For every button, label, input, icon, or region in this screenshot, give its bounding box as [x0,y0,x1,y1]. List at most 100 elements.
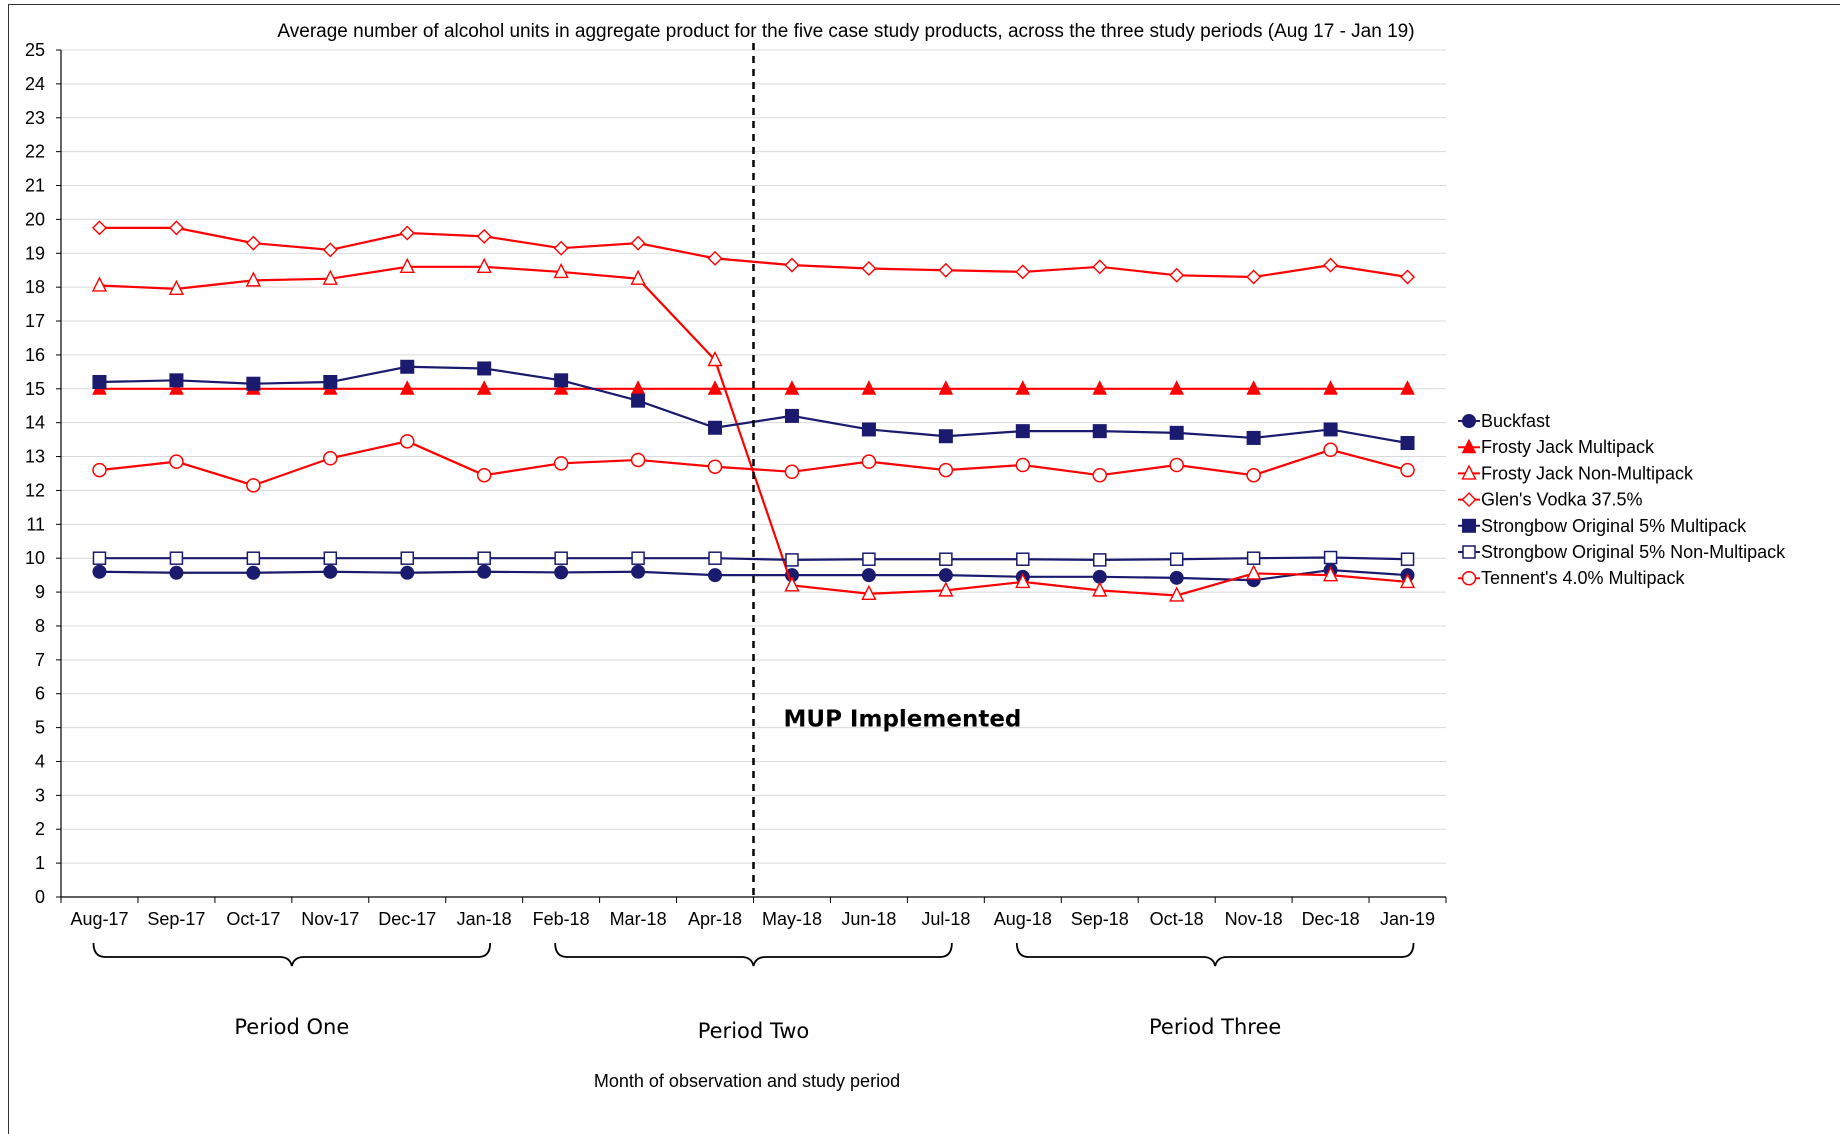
data-point [1246,564,1262,580]
y-tick-label: 22 [25,142,45,162]
data-point [1246,551,1261,565]
x-tick-label: Aug-18 [994,909,1052,929]
data-point [400,359,415,374]
data-point [1399,572,1416,589]
data-point [1016,552,1030,566]
period-braces: Period One Period Two Period Three [92,942,1415,1043]
data-point [1400,269,1416,285]
legend-marker [1461,438,1477,454]
frame-top-border [8,4,1840,5]
data-point [92,564,107,579]
data-point [1400,462,1415,478]
data-point [400,565,415,580]
y-tick-label: 1 [35,853,45,873]
x-tick-label: Nov-18 [1225,909,1283,929]
data-point [553,240,569,256]
data-point [477,551,491,565]
data-point [169,380,184,395]
period-label: Period Three [1149,1015,1281,1039]
data-point [938,568,953,583]
y-tick-label: 19 [25,243,45,263]
data-point [91,276,108,292]
y-tick-label: 20 [25,209,45,229]
y-tick-label: 7 [35,650,45,670]
data-point [938,581,954,597]
data-point [861,568,876,583]
legend-item: Buckfast [1458,411,1550,431]
data-point [553,380,569,395]
y-tick-label: 23 [25,108,45,128]
data-point [1092,467,1107,483]
legend-marker [1462,414,1476,428]
data-point [1169,380,1185,395]
data-point [476,467,492,483]
data-point [784,576,800,592]
data-point [630,269,646,285]
data-point [322,269,338,285]
data-point [1169,570,1184,585]
data-point [1246,380,1261,395]
data-point [1169,425,1184,440]
data-point [245,271,261,287]
x-tick-label: Jul-18 [921,909,970,929]
series-glen-s-vodka-37-5 [91,220,1416,285]
data-point [1322,566,1339,582]
series-strongbow-original-5-non-multipack [92,550,1415,567]
legend-item: Glen's Vodka 37.5% [1458,490,1643,510]
data-point [862,552,876,566]
period-brace [554,942,953,967]
data-point [553,456,569,471]
period-label: Period One [234,1015,349,1039]
data-point [399,225,415,241]
y-tick-label: 14 [25,413,45,433]
legend-item: Tennent's 4.0% Multipack [1458,568,1686,588]
legend-marker [1461,492,1477,508]
x-tick-label: May-18 [762,909,822,929]
data-point [91,220,107,236]
x-tick-label: Mar-18 [610,909,667,929]
legend-item: Strongbow Original 5% Non-Multipack [1458,542,1786,562]
x-tick-label: Jan-19 [1380,909,1435,929]
series-frosty-jack-multipack [92,380,1415,395]
data-point [1323,550,1338,565]
x-tick-label: Aug-17 [70,909,128,929]
data-point [707,459,723,474]
y-axis-ticks: 0123456789101112131415161718192021222324… [25,40,45,907]
data-point [1246,467,1261,483]
data-point [631,551,645,565]
x-tick-label: Oct-18 [1150,909,1204,929]
data-point [169,551,184,565]
x-tick-label: Apr-18 [688,909,742,929]
legend-marker [1462,518,1476,533]
data-point [168,220,184,236]
data-point [399,257,415,274]
data-point [1246,430,1261,445]
data-point [323,564,338,579]
data-point [554,373,569,388]
data-point [1092,380,1108,395]
data-point [784,257,800,273]
data-point [630,235,646,251]
data-point [707,350,723,367]
data-point [246,478,261,493]
y-tick-label: 17 [25,311,45,331]
data-point [168,279,185,296]
legend-item: Frosty Jack Multipack [1458,437,1655,457]
legend-label: Glen's Vodka 37.5% [1481,490,1643,510]
data-point [476,380,492,395]
data-point [1015,380,1031,395]
data-point [861,422,876,437]
data-point [92,551,107,565]
y-tick-label: 21 [25,176,45,196]
y-tick-label: 4 [35,751,45,771]
data-point [1400,380,1415,395]
legend-label: Tennent's 4.0% Multipack [1481,568,1686,588]
data-point [169,565,184,580]
data-point [1169,457,1184,473]
series-line-strongbow-original-5-non-multipack [99,556,1408,561]
y-tick-label: 9 [35,582,45,602]
data-point [477,564,492,579]
series-line-glen-s-vodka-37-5 [99,226,1408,279]
data-point [1015,264,1031,280]
